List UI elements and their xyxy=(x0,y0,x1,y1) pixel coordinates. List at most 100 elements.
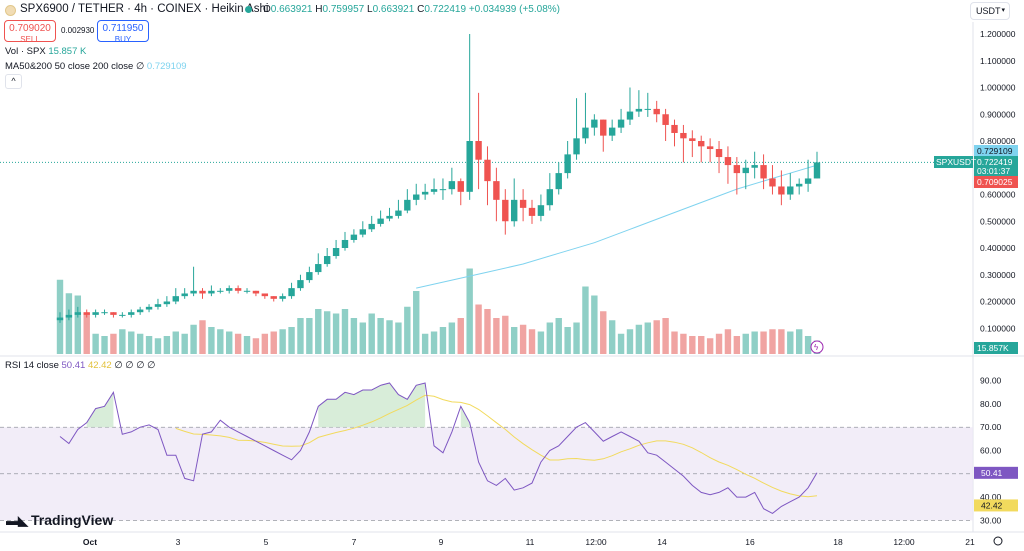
candle-body xyxy=(600,119,607,136)
candle-body xyxy=(484,159,491,182)
rsi-ma-tag-bg xyxy=(974,499,1018,512)
volume-bar xyxy=(65,293,73,354)
volume-bar xyxy=(181,333,188,354)
time-tick-label: 7 xyxy=(352,537,357,547)
ma-legend[interactable]: MA50&200 50 close 200 close ∅ 0.729109 xyxy=(5,61,187,72)
sell-price: 0.709020 xyxy=(9,23,51,34)
candle-body xyxy=(377,218,384,224)
volume-bar xyxy=(795,329,803,354)
candle-body xyxy=(715,149,723,158)
ohlc-readout: O0.663921 H0.759957 L0.663921 C0.722419 … xyxy=(263,4,560,15)
candle-body xyxy=(234,288,242,291)
candle-body xyxy=(706,146,714,150)
countdown-label-bg xyxy=(974,165,1018,177)
volume-bar xyxy=(243,336,251,354)
candle-body xyxy=(145,306,153,310)
volume-bar xyxy=(573,322,580,354)
volume-bar xyxy=(439,327,447,354)
candle-body xyxy=(154,304,162,307)
candle-body xyxy=(466,141,473,192)
candle-body xyxy=(582,127,589,139)
rsi-tick-label: 70.00 xyxy=(980,422,1002,432)
candle-body xyxy=(617,119,625,128)
symbol-tag: SPXUSDT xyxy=(936,157,976,167)
candle-body xyxy=(208,290,215,294)
candle-body xyxy=(608,127,616,136)
currency-select[interactable]: USDT ▾ xyxy=(970,2,1010,20)
volume-bar xyxy=(484,309,491,354)
symbol-tag-bg xyxy=(934,156,973,168)
volume-bar xyxy=(600,311,607,354)
symbol-title[interactable]: SPX6900 / TETHER · 4h · COINEX · Heikin … xyxy=(20,3,269,15)
volume-bar xyxy=(279,329,286,354)
volume-legend[interactable]: Vol · SPX 15.857 K xyxy=(5,46,86,57)
volume-bar xyxy=(413,291,420,354)
candle-body xyxy=(653,108,660,115)
symbol-logo-icon xyxy=(5,5,16,16)
volume-bar xyxy=(288,327,295,354)
ma50-line xyxy=(416,164,818,289)
volume-bar xyxy=(163,336,171,354)
rsi-tick-label: 30.00 xyxy=(980,515,1002,525)
time-tick-label: 3 xyxy=(176,537,181,547)
candle-body xyxy=(787,186,794,195)
volume-bar xyxy=(448,322,456,354)
volume-bar xyxy=(537,331,545,354)
candle-body xyxy=(279,296,286,299)
candle-body xyxy=(217,290,224,292)
bid-price-label-bg xyxy=(974,176,1018,188)
time-tick-label: Oct xyxy=(83,537,97,547)
high-value: 0.759957 xyxy=(322,4,365,15)
volume-bar xyxy=(145,336,153,354)
candle-body xyxy=(555,173,562,190)
volume-bar xyxy=(528,329,536,354)
sell-button[interactable]: 0.709020 SELL xyxy=(4,20,56,44)
rsi-tick-label: 90.00 xyxy=(980,376,1002,386)
volume-bar xyxy=(751,331,758,354)
candle-body xyxy=(261,293,269,297)
buy-button[interactable]: 0.711950 BUY xyxy=(97,20,149,44)
rsi-overbought-fill xyxy=(318,383,426,428)
candle-body xyxy=(511,199,518,222)
volume-axis-label: 15.857K xyxy=(977,343,1009,353)
volume-bar xyxy=(226,331,233,354)
candle-body xyxy=(475,141,482,160)
change-value: +0.034939 (+5.08%) xyxy=(468,4,560,15)
candle-body xyxy=(288,288,295,297)
time-tick-label: 18 xyxy=(833,537,843,547)
time-tick-label: 14 xyxy=(657,537,667,547)
volume-bar xyxy=(404,306,411,354)
time-tick-label: 16 xyxy=(745,537,755,547)
volume-bar xyxy=(582,286,589,354)
volume-bar xyxy=(199,320,206,354)
candle-body xyxy=(368,223,375,230)
candle-body xyxy=(92,312,99,315)
collapse-legend-button[interactable]: ^ xyxy=(5,74,22,89)
tradingview-logo: ▬◣ TradingView xyxy=(6,512,113,529)
ma-price-label-bg xyxy=(974,145,1018,157)
volume-bar xyxy=(671,331,678,354)
candle-body xyxy=(332,248,340,257)
volume-bar xyxy=(493,318,500,354)
rsi-legend[interactable]: RSI 14 close 50.41 42.42 ∅ ∅ ∅ ∅ xyxy=(5,360,155,371)
volume-bar xyxy=(297,318,304,354)
rsi-value: 50.41 xyxy=(61,360,86,371)
candle-body xyxy=(537,205,545,216)
candle-body xyxy=(778,186,785,195)
volume-bar xyxy=(519,324,527,354)
candle-body xyxy=(270,296,277,299)
volume-bar xyxy=(626,329,634,354)
close-label: C xyxy=(417,4,425,15)
candle-body xyxy=(635,108,643,112)
volume-bar xyxy=(270,331,277,354)
rsi-line xyxy=(59,382,818,514)
ma-null: ∅ xyxy=(135,61,145,72)
time-tick-label: 9 xyxy=(439,537,444,547)
volume-bar xyxy=(635,324,643,354)
volume-bar xyxy=(306,318,313,354)
candle-body xyxy=(439,189,447,191)
volume-bar xyxy=(430,331,438,354)
volume-bar xyxy=(172,331,179,354)
high-label: H xyxy=(315,4,323,15)
